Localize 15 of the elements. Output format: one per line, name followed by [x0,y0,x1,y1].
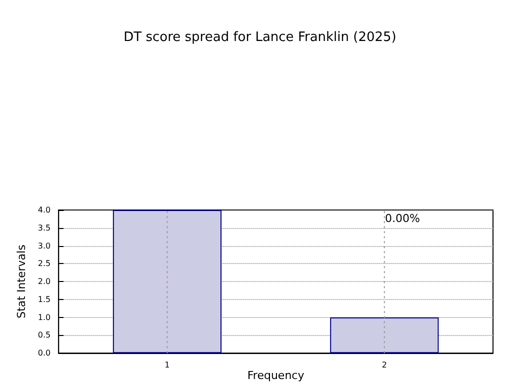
chart-title: DT score spread for Lance Franklin (2025) [124,30,396,45]
y-tick-label: 1.5 [38,294,51,304]
y-tick-label: 2.0 [38,277,51,286]
annotation: 0.00% [385,212,420,225]
y-axis-title: Stat Intervals [15,244,28,318]
y-tick-label: 3.5 [38,223,51,232]
y-tick-label: 2.5 [38,259,51,268]
y-tick-label: 3.0 [38,241,51,250]
y-tick-label: 0.0 [38,348,51,358]
y-tick-label: 1.0 [38,312,51,322]
y-tick-label: 0.5 [38,330,51,340]
x-tick-label: 1 [164,360,170,370]
x-axis-title: Frequency [247,369,305,382]
y-tick-label: 4.0 [38,206,51,214]
x-tick-label: 2 [382,360,387,370]
